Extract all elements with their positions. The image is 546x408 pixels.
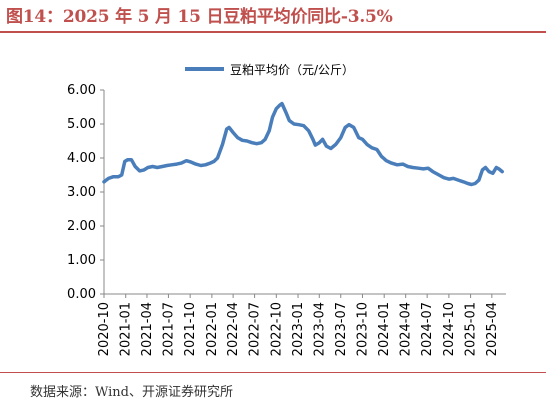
x-tick-label: 2021-04 <box>140 302 155 356</box>
legend-label: 豆粕平均价（元/公斤） <box>230 62 354 77</box>
x-tick-label: 2024-07 <box>420 302 435 356</box>
figure-title: 图14：2025 年 5 月 15 日豆粕平均价同比-3.5% <box>6 7 393 27</box>
x-tick-label: 2023-07 <box>334 302 349 356</box>
x-tick-label: 2024-04 <box>399 302 414 356</box>
x-tick-label: 2022-07 <box>248 302 263 356</box>
x-tick-label: 2022-01 <box>205 302 220 356</box>
y-tick-label: 2.00 <box>67 219 96 234</box>
x-axis-ticks: 2020-10 2021-01 2021-04 2021-07 2021-10 2022-… <box>97 294 500 356</box>
y-tick-label: 1.00 <box>67 253 96 268</box>
x-tick-label: 2021-01 <box>119 302 134 356</box>
x-tick-label: 2024-01 <box>377 302 392 356</box>
x-tick-label: 2022-10 <box>269 302 284 356</box>
x-tick-label: 2021-07 <box>161 302 176 356</box>
series-line-0 <box>102 101 504 187</box>
y-tick-label: 5.00 <box>67 117 96 132</box>
x-tick-label: 2023-10 <box>355 302 370 356</box>
y-tick-label: 0.00 <box>67 287 96 302</box>
x-tick-label: 2020-10 <box>97 302 112 356</box>
y-tick-label: 6.00 <box>67 83 96 98</box>
x-tick-label: 2021-10 <box>183 302 198 356</box>
y-tick-label: 3.00 <box>67 185 96 200</box>
x-tick-label: 2024-10 <box>442 302 457 356</box>
x-tick-label: 2025-01 <box>464 302 479 356</box>
x-tick-label: 2023-01 <box>291 302 306 356</box>
title-rule <box>0 31 546 33</box>
y-axis-ticks: 0.00 1.00 2.00 3.00 4.00 5.00 6.00 <box>67 83 104 302</box>
source-rule <box>0 372 546 373</box>
series-layer <box>102 101 504 187</box>
chart-axes <box>103 90 506 295</box>
x-tick-label: 2025-04 <box>485 302 500 356</box>
x-tick-label: 2022-04 <box>226 302 241 356</box>
x-tick-label: 2023-04 <box>312 302 327 356</box>
legend: 豆粕平均价（元/公斤） <box>185 62 354 77</box>
y-tick-label: 4.00 <box>67 151 96 166</box>
source-note: 数据来源：Wind、开源证券研究所 <box>30 385 233 400</box>
